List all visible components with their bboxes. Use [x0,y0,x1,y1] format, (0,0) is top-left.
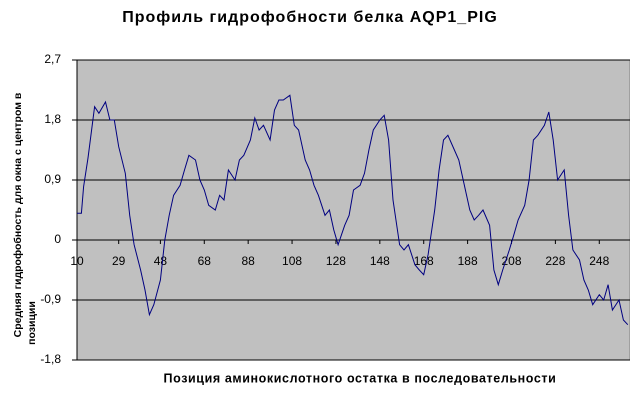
x-tick-label: 248 [589,254,609,268]
x-tick-label: 29 [112,254,126,268]
x-axis-label: Позиция аминокислотного остатка в послед… [164,371,557,385]
plot-area [76,59,630,361]
x-tick-label: 228 [545,254,565,268]
x-tick-label: 148 [370,254,390,268]
x-tick-label: 208 [501,254,521,268]
y-tick-label: 2,7 [44,52,61,66]
x-tick-label: 188 [458,254,478,268]
x-tick-label: 108 [282,254,302,268]
y-tick-label: -0,9 [40,292,61,306]
x-tick-label: 88 [241,254,255,268]
y-tick-label: 0,9 [44,172,61,186]
y-tick-label: 1,8 [44,112,61,126]
data-line [77,94,629,326]
y-axis-label: позиции [26,301,38,345]
y-tick-label: 0 [54,232,61,246]
x-tick-label: 10 [70,254,84,268]
x-tick-label: 168 [414,254,434,268]
x-tick-label: 48 [154,254,168,268]
y-tick-label: -1,8 [40,352,61,366]
x-tick-label: 68 [198,254,212,268]
x-tick-label: 128 [326,254,346,268]
y-axis-label: Средняя гидрофобность для окна с центром… [12,92,24,337]
chart-title: Профиль гидрофобности белка AQP1_PIG [122,9,498,26]
